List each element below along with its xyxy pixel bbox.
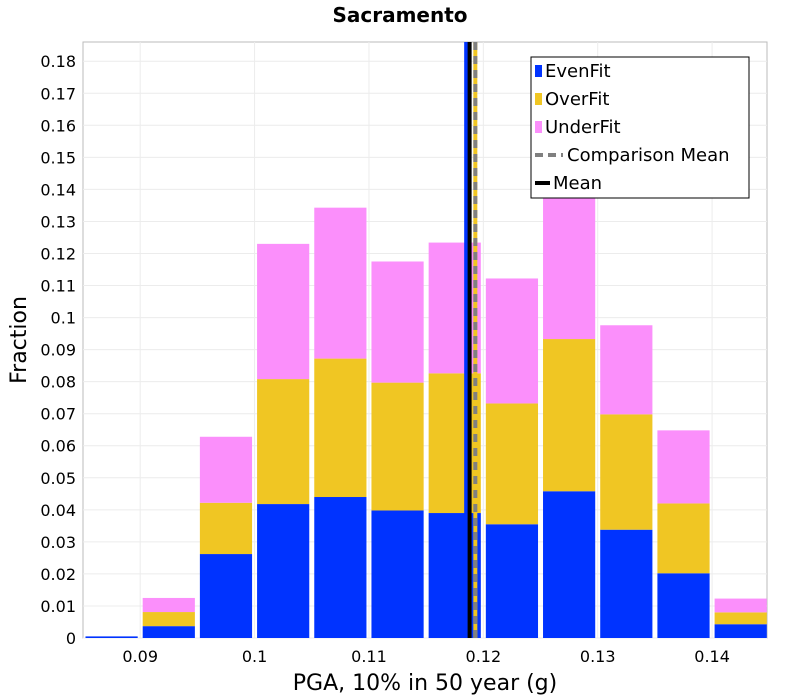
x-tick-label: 0.12 [466, 647, 502, 666]
y-tick-label: 0.03 [40, 533, 76, 552]
legend-label-mean: Mean [553, 173, 602, 194]
y-tick-label: 0.07 [40, 405, 76, 424]
y-axis-ticks: 0 0.01 0.02 0.03 0.04 0.05 0.06 0.07 0.08 0.09 0.1… [40, 52, 76, 648]
bar-underfit-11 [714, 598, 767, 613]
bar-overfit-1 [142, 612, 195, 627]
bar-evenfit-6 [428, 513, 481, 638]
bar-underfit-3 [257, 243, 310, 380]
bar-overfit-9 [600, 414, 653, 530]
bar-underfit-7 [485, 278, 539, 404]
y-tick-label: 0.11 [40, 277, 76, 296]
bar-underfit-6 [428, 242, 481, 374]
bar-evenfit-3 [257, 504, 310, 638]
y-tick-label: 0.08 [40, 373, 76, 392]
bar-underfit-4 [314, 207, 367, 359]
legend-label-underfit: UnderFit [545, 117, 621, 138]
bar-evenfit-4 [314, 497, 367, 638]
legend-box [530, 56, 750, 199]
bar-evenfit-2 [199, 554, 253, 638]
y-tick-label: 0.06 [40, 437, 76, 456]
bar-overfit-5 [371, 382, 424, 511]
y-tick-label: 0.04 [40, 501, 76, 520]
bar-underfit-10 [657, 430, 710, 504]
legend: EvenFit OverFit UnderFit Comparison Mean Mea… [530, 56, 750, 199]
x-tick-label: 0.1 [242, 647, 267, 666]
bar-overfit-11 [714, 612, 767, 625]
legend-swatch-underfit [535, 121, 542, 133]
y-axis-label: Fraction [7, 296, 32, 384]
chart-title: Sacramento [332, 3, 467, 27]
bars [85, 185, 767, 638]
y-tick-label: 0.05 [40, 469, 76, 488]
y-tick-label: 0.01 [40, 597, 76, 616]
legend-swatch-evenfit [535, 65, 542, 77]
bar-evenfit-9 [600, 529, 653, 638]
bar-evenfit-7 [485, 524, 539, 638]
legend-label-comparison-mean: Comparison Mean [567, 145, 730, 166]
x-tick-label: 0.11 [351, 647, 387, 666]
y-tick-label: 0.12 [40, 244, 76, 263]
mean-lines [464, 42, 478, 638]
bar-evenfit-10 [657, 573, 710, 638]
bar-overfit-4 [314, 358, 367, 498]
bar-evenfit-5 [371, 510, 424, 638]
bar-overfit-2 [199, 502, 253, 555]
y-tick-label: 0.15 [40, 148, 76, 167]
bar-overfit-8 [543, 339, 596, 492]
y-tick-label: 0.16 [40, 116, 76, 135]
bar-evenfit-8 [543, 491, 596, 638]
x-tick-label: 0.14 [694, 647, 730, 666]
bar-underfit-8 [543, 185, 596, 340]
x-tick-label: 0.09 [122, 647, 158, 666]
bar-overfit-3 [257, 379, 310, 505]
bar-overfit-7 [485, 403, 539, 525]
bar-evenfit-11 [714, 624, 767, 638]
bar-evenfit-1 [142, 626, 195, 638]
x-tick-label: 0.13 [580, 647, 616, 666]
y-tick-label: 0.13 [40, 212, 76, 231]
bar-overfit-10 [657, 503, 710, 574]
y-tick-label: 0.18 [40, 52, 76, 71]
x-axis-ticks: 0.09 0.1 0.11 0.12 0.13 0.14 [122, 647, 730, 666]
y-tick-label: 0 [66, 629, 76, 648]
legend-swatch-overfit [535, 93, 542, 105]
y-tick-label: 0.09 [40, 341, 76, 360]
y-tick-label: 0.17 [40, 84, 76, 103]
y-tick-label: 0.1 [51, 309, 76, 328]
bar-underfit-9 [600, 325, 653, 415]
y-tick-label: 0.14 [40, 180, 76, 199]
bar-underfit-2 [199, 436, 253, 503]
bar-evenfit-0 [85, 636, 138, 638]
bar-underfit-5 [371, 261, 424, 383]
legend-label-overfit: OverFit [545, 89, 609, 110]
bar-underfit-1 [142, 597, 195, 613]
bar-overfit-6 [428, 373, 481, 514]
y-tick-label: 0.02 [40, 565, 76, 584]
x-axis-label: PGA, 10% in 50 year (g) [293, 671, 557, 696]
legend-label-evenfit: EvenFit [545, 61, 611, 82]
grid-lines [83, 42, 767, 639]
